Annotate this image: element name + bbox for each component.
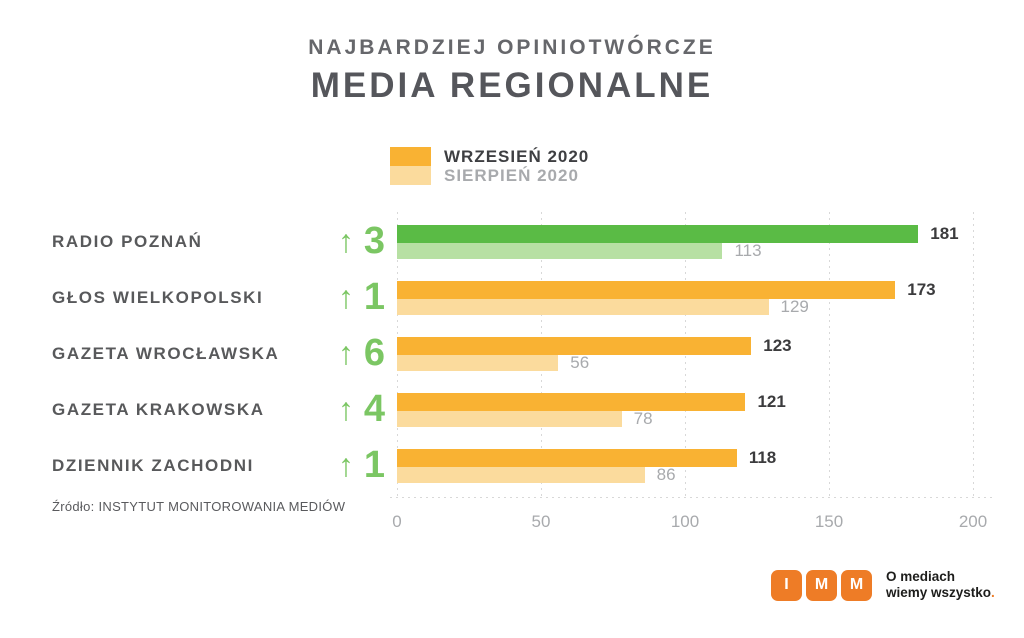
arrow-up-icon: ↑ [337,335,354,371]
bar-september [397,337,752,355]
value-august: 113 [734,241,762,260]
logo-letter-m1-icon: M [806,569,837,601]
rank-change: ↑ 1 [240,276,385,318]
x-tick-label-0: 0 [392,512,402,531]
rank-change-value: 4 [363,388,385,430]
chart-subtitle: NAJBARDZIEJ OPINIOTWÓRCZE [308,36,716,59]
bar-september [397,281,896,299]
rank-change-value: 3 [363,220,385,262]
x-tick-label-100: 100 [670,512,700,531]
x-axis-line [390,497,996,498]
value-september: 118 [748,448,777,467]
bar-august [397,355,559,371]
bar-row-august: 113 [397,241,762,260]
chart-title: MEDIA REGIONALNE [310,66,714,105]
value-august: 56 [570,353,590,372]
rank-change-value: 1 [363,276,385,318]
logo-letter-m2-icon: M [841,569,872,601]
legend-label-september: WRZESIEŃ 2020 [444,146,590,166]
legend-label-august: SIERPIEŃ 2020 [444,165,579,185]
bar-september [397,449,737,467]
bar-row-september: 181 [397,224,959,243]
rank-change: ↑ 4 [240,388,385,430]
bar-row-september: 123 [397,336,792,355]
arrow-up-icon: ↑ [337,223,354,259]
value-august: 86 [656,465,676,484]
logo-tagline-line1: O mediach [886,569,956,584]
value-september: 181 [930,224,959,243]
x-tick-label-50: 50 [531,512,551,531]
x-tick-label-150: 150 [814,512,844,531]
bar-row-august: 78 [397,409,653,428]
bar-august [397,243,723,259]
rank-change: ↑ 6 [240,332,385,374]
logo-tagline: O mediach wiemy wszystko. [886,569,995,601]
row-label: DZIENNIK ZACHODNI [52,456,254,475]
rank-change-value: 6 [363,332,385,374]
value-september: 173 [907,280,936,299]
imm-logo: I M M O mediach wiemy wszystko. [771,569,995,601]
bar-september [397,393,746,411]
logo-tagline-line2: wiemy wszystko [886,585,992,600]
bar-row-august: 56 [397,353,590,372]
row-label: RADIO POZNAŃ [52,232,203,251]
row-label: GŁOS WIELKOPOLSKI [52,288,264,307]
legend: WRZESIEŃ 2020 SIERPIEŃ 2020 [390,147,589,185]
legend-item-september: WRZESIEŃ 2020 [390,147,589,166]
arrow-up-icon: ↑ [337,447,354,483]
source-note: Źródło: INSTYTUT MONITOROWANIA MEDIÓW [52,499,346,514]
bar-august [397,299,769,315]
bar-row-august: 86 [397,465,676,484]
arrow-up-icon: ↑ [337,391,354,427]
row-label: GAZETA WROCŁAWSKA [52,344,280,363]
logo-tagline-period: . [991,585,995,600]
legend-item-august: SIERPIEŃ 2020 [390,166,589,185]
bar-row-september: 121 [397,392,786,411]
bar-august [397,411,622,427]
bar-row-august: 129 [397,297,809,316]
bar-august [397,467,645,483]
arrow-up-icon: ↑ [337,279,354,315]
value-august: 129 [780,297,809,316]
legend-swatch-september [390,147,431,166]
value-august: 78 [633,409,653,428]
x-tick-label-200: 200 [958,512,988,531]
row-label: GAZETA KRAKOWSKA [52,400,265,419]
value-september: 123 [763,336,792,355]
logo-letter-i-icon: I [771,569,802,601]
gridline-100 [684,212,686,498]
bar-row-september: 118 [397,448,777,467]
rank-change: ↑ 3 [240,220,385,262]
rank-change: ↑ 1 [240,444,385,486]
value-september: 121 [757,392,786,411]
gridline-200 [972,212,974,498]
rank-change-value: 1 [363,444,385,486]
legend-swatch-august [390,166,431,185]
gridline-150 [828,212,830,498]
bar-september [397,225,919,243]
bar-row-september: 173 [397,280,936,299]
